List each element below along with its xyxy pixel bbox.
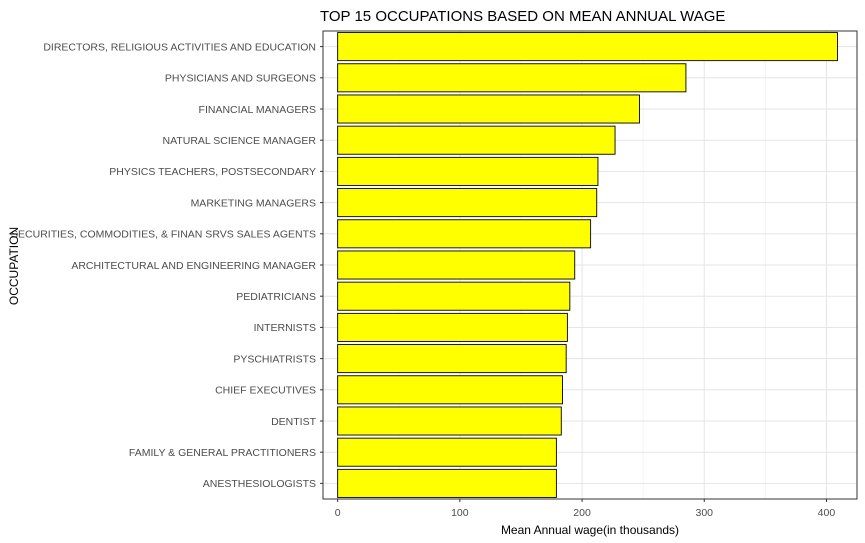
bar — [337, 437, 557, 467]
bar — [337, 468, 557, 498]
chart-title: TOP 15 OCCUPATIONS BASED ON MEAN ANNUAL … — [320, 8, 725, 25]
x-axis: 0 100 200 300 400 — [335, 499, 836, 519]
x-tick-label: 100 — [451, 507, 469, 519]
bar — [337, 125, 616, 155]
y-tick-label: PYSCHIATRISTS — [233, 353, 316, 365]
y-tick-label: ANESTHESIOLOGISTS — [203, 478, 316, 490]
y-tick-label: DIRECTORS, RELIGIOUS ACTIVITIES AND EDUC… — [43, 41, 316, 53]
x-tick-label: 200 — [573, 507, 591, 519]
bar — [337, 94, 640, 124]
bar — [337, 344, 567, 374]
y-tick-label: MARKETING MANAGERS — [191, 197, 316, 209]
bar — [337, 281, 571, 311]
y-tick-label: PEDIATRICIANS — [236, 291, 316, 303]
bar — [337, 32, 838, 62]
bar — [337, 219, 592, 249]
bar — [337, 156, 599, 186]
bar — [337, 312, 568, 342]
x-tick-label: 300 — [695, 507, 713, 519]
y-tick-label: PHYSICIANS AND SURGEONS — [165, 73, 316, 85]
bar — [337, 406, 562, 436]
bar — [337, 63, 687, 93]
bars — [337, 32, 838, 498]
y-tick-label: FINANCIAL MANAGERS — [199, 104, 316, 116]
y-axis: DIRECTORS, RELIGIOUS ACTIVITIES AND EDUC… — [11, 41, 323, 490]
y-tick-label: CHIEF EXECUTIVES — [215, 385, 316, 397]
y-tick-label: ARCHITECTURAL AND ENGINEERING MANAGER — [71, 260, 316, 272]
bar — [337, 375, 563, 405]
y-tick-label: PHYSICS TEACHERS, POSTSECONDARY — [109, 166, 316, 178]
y-tick-label: DENTIST — [271, 416, 317, 428]
y-tick-label: FAMILY & GENERAL PRACTITIONERS — [129, 447, 316, 459]
bar — [337, 250, 576, 280]
x-axis-title: Mean Annual wage(in thousands) — [501, 523, 679, 537]
y-tick-label: SECURITIES, COMMODITIES, & FINAN SRVS SA… — [11, 229, 316, 241]
x-tick-label: 0 — [335, 507, 341, 519]
y-tick-label: NATURAL SCIENCE MANAGER — [163, 135, 317, 147]
bar — [337, 188, 598, 218]
y-tick-label: INTERNISTS — [254, 322, 316, 334]
y-axis-title: OCCUPATION — [7, 227, 21, 305]
x-tick-label: 400 — [818, 507, 836, 519]
